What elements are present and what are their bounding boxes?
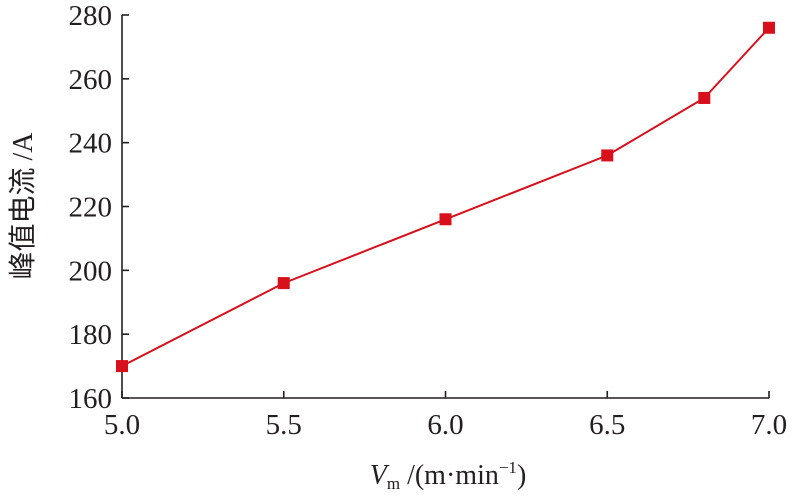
x-axis-title: Vm /(m·min−1) [370,458,527,493]
x-tick-label: 6.5 [589,409,625,441]
x-axis-exponent: −1 [499,458,517,477]
data-point-marker [601,149,614,162]
x-axis-subscript: m [387,474,400,493]
data-point-marker [439,213,452,226]
y-tick-label: 200 [69,255,113,287]
y-ticks: 160 180 200 220 240 260 280 [69,0,129,415]
x-ticks: 5.0 5.5 6.0 6.5 7.0 [104,391,787,441]
y-tick-label: 280 [69,0,113,32]
y-tick-label: 240 [69,128,113,160]
y-axis-title: 峰值电流 /A [7,132,39,280]
data-point-marker [698,91,711,104]
x-tick-label: 5.5 [266,409,302,441]
data-point-marker [277,277,290,290]
y-tick-label: 160 [69,383,113,415]
y-tick-label: 260 [69,64,113,96]
y-tick-label: 220 [69,192,113,224]
data-point-marker [116,360,128,373]
axes [121,15,769,399]
x-axis-unit-suffix: ) [517,460,526,491]
y-tick-label: 180 [69,319,113,351]
x-tick-label: 6.0 [427,409,463,441]
x-tick-label: 5.0 [104,409,140,441]
data-point-marker [763,21,775,34]
series-line [121,27,770,367]
x-tick-label: 7.0 [751,409,787,441]
x-axis-variable: V [370,460,390,491]
x-axis-unit-prefix: /(m·min [400,460,499,491]
plot-area [116,21,775,373]
